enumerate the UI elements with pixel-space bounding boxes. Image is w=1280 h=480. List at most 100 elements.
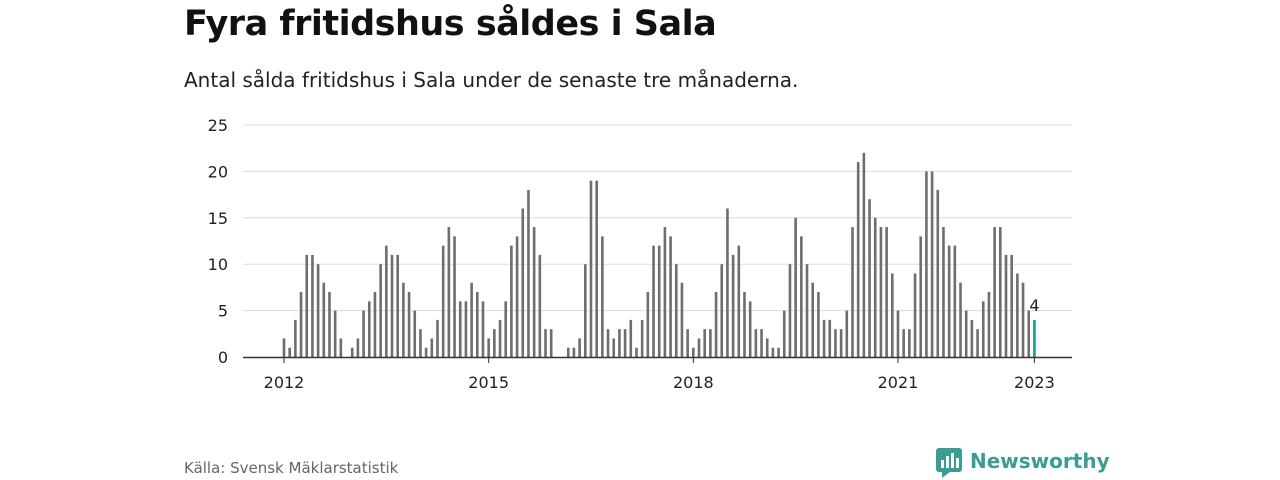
- bar: [947, 245, 951, 357]
- bar: [311, 254, 314, 357]
- bar: [333, 310, 337, 357]
- bar: [851, 227, 854, 357]
- x-tick-label: 2018: [673, 373, 714, 392]
- bar: [606, 329, 610, 357]
- y-tick-label: 5: [218, 302, 228, 321]
- bar: [367, 301, 371, 357]
- bar: [760, 329, 763, 357]
- bar: [538, 254, 542, 357]
- bar: [902, 329, 905, 357]
- bar: [828, 319, 832, 357]
- bar: [697, 338, 701, 357]
- bar: [640, 319, 644, 357]
- bar: [430, 338, 434, 357]
- bar: [527, 189, 530, 357]
- bar: [754, 329, 758, 357]
- bar: [470, 282, 473, 357]
- bar: [981, 301, 985, 357]
- bar: [953, 245, 957, 357]
- bar: [396, 254, 399, 357]
- bar: [692, 347, 695, 357]
- bar: [356, 338, 360, 357]
- bar: [862, 152, 866, 357]
- bar: [1021, 282, 1025, 357]
- bar: [390, 254, 394, 357]
- bar: [811, 282, 814, 357]
- bar: [515, 236, 519, 357]
- bar: [629, 319, 633, 357]
- bar: [328, 292, 331, 357]
- bar: [424, 347, 428, 357]
- bar: [584, 264, 587, 357]
- bar: [993, 227, 996, 357]
- bar: [532, 227, 536, 357]
- bar: [481, 301, 485, 357]
- bar: [970, 319, 974, 357]
- bar: [1027, 310, 1031, 357]
- highlighted-bar: [1033, 319, 1036, 357]
- bar: [413, 310, 417, 357]
- bar: [794, 217, 797, 357]
- bar: [1010, 254, 1013, 357]
- bar: [930, 171, 934, 357]
- bar: [464, 301, 468, 357]
- bar: [913, 273, 917, 357]
- y-tick-label: 20: [208, 162, 228, 181]
- chart-subtitle: Antal sålda fritidshus i Sala under de s…: [184, 68, 799, 92]
- y-tick-label: 15: [208, 209, 228, 228]
- bar: [726, 208, 729, 357]
- bar: [646, 292, 650, 357]
- bar: [601, 236, 604, 357]
- bar: [976, 329, 979, 357]
- bar: [805, 264, 809, 357]
- y-axis-labels: 0 5 10 15 20 25: [208, 116, 228, 367]
- bar: [1016, 273, 1019, 357]
- bar: [493, 329, 496, 357]
- bar: [350, 347, 354, 357]
- x-tick-label: 2012: [264, 373, 305, 392]
- bar: [891, 273, 894, 357]
- bar: [612, 338, 616, 357]
- bar: [441, 245, 445, 357]
- bar: [578, 338, 581, 357]
- bar: [1004, 254, 1008, 357]
- brand-logo[interactable]: Newsworthy: [936, 448, 1110, 480]
- bar: [339, 338, 343, 357]
- bar: [385, 245, 388, 357]
- x-tick-label: 2015: [468, 373, 509, 392]
- bar: [942, 227, 945, 357]
- x-tick-label: 2023: [1014, 373, 1055, 392]
- bar: [453, 236, 456, 357]
- newsworthy-logo-icon: [936, 448, 962, 478]
- bar: [800, 236, 803, 357]
- chart-title: Fyra fritidshus såldes i Sala: [184, 4, 717, 44]
- bar: [936, 189, 940, 357]
- bar: [402, 282, 405, 357]
- bar: [373, 292, 377, 357]
- source-note: Källa: Svensk Mäklarstatistik: [184, 459, 399, 477]
- bar: [566, 347, 570, 357]
- bar: [487, 338, 490, 357]
- highlight-value-label: 4: [1029, 296, 1039, 315]
- bar: [873, 217, 877, 357]
- gridlines: [243, 124, 1072, 312]
- bar: [475, 292, 479, 357]
- bar: [669, 236, 672, 357]
- bar: [510, 245, 513, 357]
- bar: [447, 227, 451, 357]
- bar: [839, 329, 843, 357]
- bar: [595, 180, 598, 357]
- bar: [362, 310, 365, 357]
- x-axis: 2012 2015 2018 2021 2023: [243, 356, 1072, 392]
- bar: [908, 329, 911, 357]
- bar: [709, 329, 712, 357]
- bar: [544, 329, 547, 357]
- bar: [771, 347, 775, 357]
- bar: [316, 264, 320, 357]
- brand-name: Newsworthy: [970, 449, 1110, 473]
- bar: [885, 227, 888, 357]
- bar: [782, 310, 786, 357]
- bar: [419, 329, 422, 357]
- bar: [868, 199, 871, 357]
